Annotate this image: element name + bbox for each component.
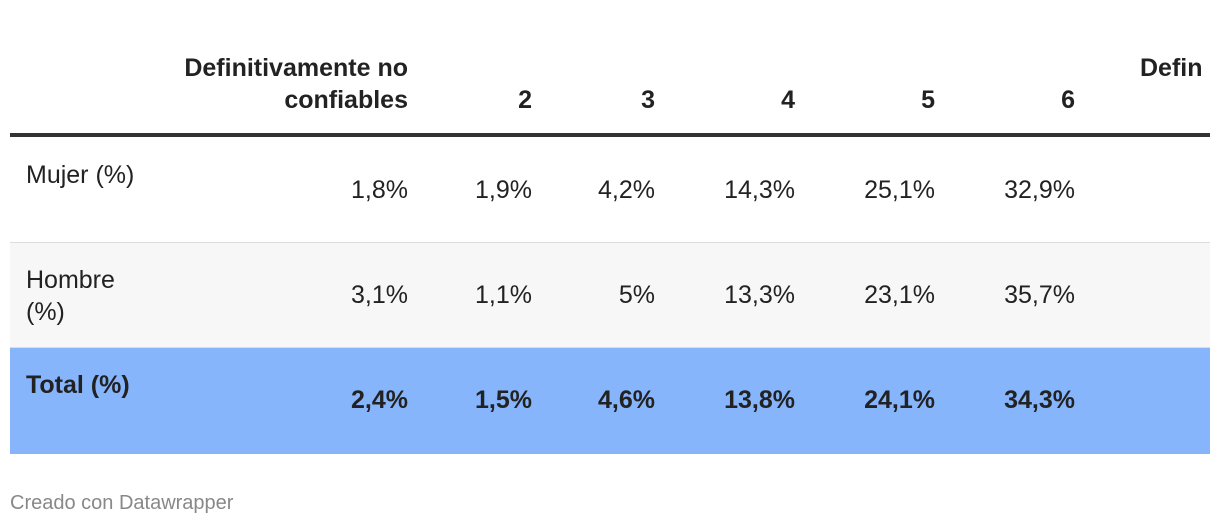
cell-value: 1,9% <box>475 176 532 204</box>
column-header: Definitivamente no confiables <box>184 54 408 114</box>
cell-value: 2,4% <box>351 386 408 414</box>
cell-value: 3,1% <box>351 281 408 309</box>
cell-value: 1,5% <box>475 386 532 414</box>
table-row: Mujer (%) 1,8% 1,9% 4,2% 14,3% 25,1% 32,9% <box>10 138 1210 243</box>
cell-value: 34,3% <box>1004 386 1075 414</box>
cell-value: 14,3% <box>724 176 795 204</box>
table-row: Hombre (%) 3,1% 1,1% 5% 13,3% 23,1% 35,7% <box>10 243 1210 348</box>
table-row: Total (%) 2,4% 1,5% 4,6% 13,8% 24,1% 34,3% <box>10 348 1210 454</box>
cell-value: 25,1% <box>864 176 935 204</box>
footer: Creado con Datawrapper <box>10 492 234 514</box>
cell-value: 24,1% <box>864 386 935 414</box>
column-header: Defin <box>1140 54 1203 82</box>
cell-value: 23,1% <box>864 281 935 309</box>
cell-value: 5% <box>618 281 655 309</box>
cell-value: 32,9% <box>1004 176 1075 204</box>
table-header: Definitivamente no confiables 2 3 4 5 6 Defin <box>10 0 1210 116</box>
column-header: 4 <box>781 86 795 114</box>
row-label: Mujer (%) <box>26 161 135 189</box>
cell-value: 35,7% <box>1004 281 1075 309</box>
table: Definitivamente no confiables 2 3 4 5 6 Defin … <box>10 0 1210 460</box>
cell-value: 13,3% <box>724 281 795 309</box>
column-header: 6 <box>1061 86 1075 114</box>
row-label: Total (%) <box>26 371 130 399</box>
cell-value: 1,8% <box>351 176 408 204</box>
cell-value: 13,8% <box>724 386 795 414</box>
cell-value: 4,6% <box>598 386 655 414</box>
cell-value: 1,1% <box>475 281 532 309</box>
column-header: 2 <box>518 86 532 114</box>
row-label: Hombre (%) <box>26 266 115 326</box>
header-rule <box>10 133 1210 137</box>
column-header: 5 <box>921 86 935 114</box>
column-header: 3 <box>641 86 655 114</box>
cell-value: 4,2% <box>598 176 655 204</box>
